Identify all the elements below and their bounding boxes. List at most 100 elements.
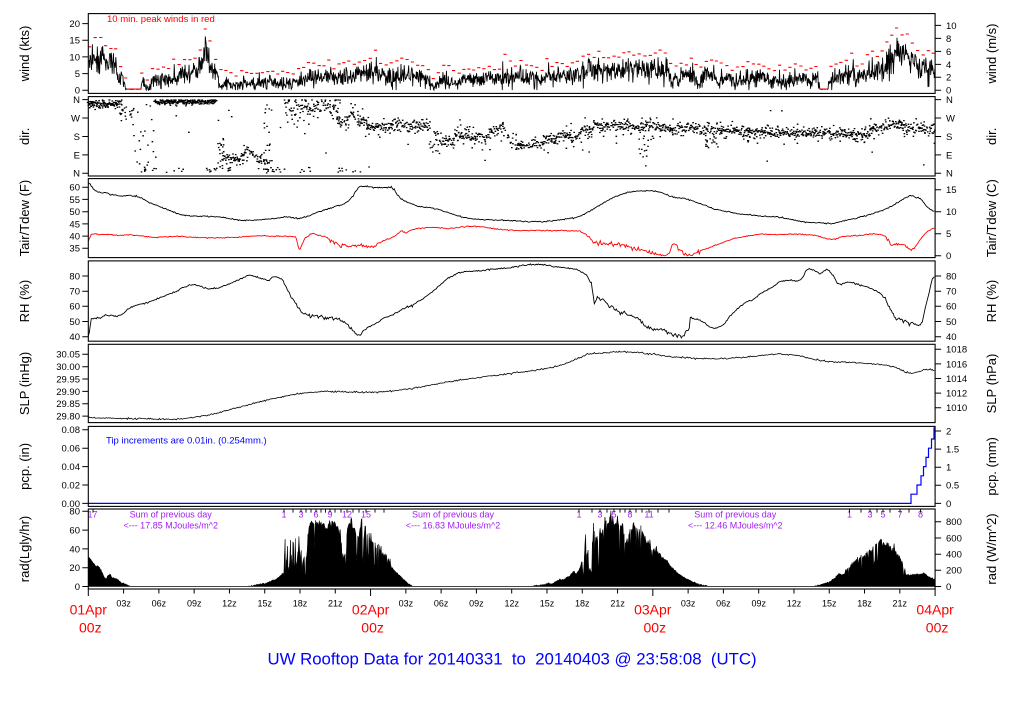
- svg-text:5: 5: [611, 509, 616, 519]
- svg-text:21z: 21z: [610, 599, 625, 609]
- svg-text:80: 80: [69, 507, 80, 518]
- svg-text:1014: 1014: [946, 374, 967, 385]
- svg-text:Sum of previous day: Sum of previous day: [694, 509, 777, 519]
- svg-text:wind (kts): wind (kts): [17, 26, 32, 83]
- svg-text:00z: 00z: [644, 620, 667, 636]
- svg-text:29.95: 29.95: [56, 374, 80, 385]
- svg-text:rad (W/m^2): rad (W/m^2): [984, 513, 999, 584]
- svg-text:dir.: dir.: [984, 128, 999, 145]
- svg-text:9: 9: [327, 509, 332, 519]
- svg-text:SLP (inHg): SLP (inHg): [17, 352, 32, 415]
- svg-text:0: 0: [75, 582, 80, 593]
- svg-text:200: 200: [946, 566, 962, 577]
- svg-text:10 min. peak winds in red: 10 min. peak winds in red: [107, 14, 215, 25]
- svg-text:00z: 00z: [926, 620, 949, 636]
- svg-text:E: E: [946, 150, 952, 161]
- svg-text:03Apr: 03Apr: [634, 602, 672, 618]
- svg-text:18z: 18z: [575, 599, 590, 609]
- svg-text:10: 10: [946, 207, 957, 218]
- svg-text:6: 6: [946, 47, 951, 58]
- svg-text:10: 10: [69, 52, 80, 63]
- svg-text:600: 600: [946, 533, 962, 544]
- svg-text:15: 15: [361, 509, 371, 519]
- svg-text:0.5: 0.5: [946, 481, 959, 492]
- svg-text:RH (%): RH (%): [984, 280, 999, 323]
- svg-text:SLP (hPa): SLP (hPa): [984, 354, 999, 414]
- svg-text:pcp. (mm): pcp. (mm): [984, 437, 999, 496]
- svg-text:S: S: [74, 132, 80, 143]
- svg-text:5: 5: [75, 69, 80, 80]
- svg-text:3: 3: [597, 509, 602, 519]
- svg-text:21z: 21z: [328, 599, 343, 609]
- svg-text:UW Rooftop Data for 20140331: UW Rooftop Data for 20140331 to 20140403…: [267, 650, 756, 669]
- svg-text:Tip increments are 0.01in. (0.: Tip increments are 0.01in. (0.254mm.): [106, 436, 267, 447]
- svg-text:45: 45: [69, 219, 80, 230]
- svg-text:N: N: [73, 95, 80, 106]
- svg-text:3: 3: [867, 509, 872, 519]
- svg-text:wind (m/s): wind (m/s): [984, 24, 999, 85]
- svg-text:1: 1: [946, 463, 951, 474]
- svg-text:N: N: [946, 95, 953, 106]
- svg-text:12: 12: [342, 509, 352, 519]
- svg-text:17: 17: [87, 509, 97, 519]
- svg-text:40: 40: [69, 232, 80, 243]
- svg-text:6: 6: [313, 509, 318, 519]
- svg-text:4: 4: [946, 60, 951, 71]
- svg-text:1: 1: [281, 509, 286, 519]
- svg-text:5: 5: [946, 229, 951, 240]
- svg-text:<--- 12.46 MJoules/m^2: <--- 12.46 MJoules/m^2: [688, 521, 783, 531]
- svg-text:1: 1: [847, 509, 852, 519]
- svg-text:00z: 00z: [79, 620, 102, 636]
- svg-text:0: 0: [946, 86, 951, 97]
- svg-text:04Apr: 04Apr: [916, 602, 954, 618]
- svg-text:0.00: 0.00: [62, 499, 81, 510]
- svg-text:0: 0: [946, 499, 951, 510]
- svg-text:1010: 1010: [946, 403, 967, 414]
- svg-text:5: 5: [880, 509, 885, 519]
- svg-text:18z: 18z: [293, 599, 308, 609]
- svg-text:80: 80: [69, 271, 80, 282]
- svg-text:10: 10: [946, 21, 957, 32]
- svg-text:1016: 1016: [946, 359, 967, 370]
- svg-text:Tair/Tdew (C): Tair/Tdew (C): [984, 179, 999, 257]
- svg-text:20: 20: [69, 563, 80, 574]
- svg-text:06z: 06z: [434, 599, 449, 609]
- svg-text:0.08: 0.08: [62, 425, 81, 436]
- svg-text:20: 20: [69, 19, 80, 30]
- svg-text:Sum of previous day: Sum of previous day: [412, 509, 495, 519]
- svg-text:09z: 09z: [751, 599, 766, 609]
- svg-text:pcp. (in): pcp. (in): [17, 443, 32, 490]
- svg-text:800: 800: [946, 517, 962, 528]
- svg-text:60: 60: [946, 302, 957, 313]
- svg-text:<--- 16.83 MJoules/m^2: <--- 16.83 MJoules/m^2: [406, 521, 501, 531]
- svg-text:70: 70: [946, 287, 957, 298]
- svg-text:1.5: 1.5: [946, 445, 959, 456]
- svg-text:2: 2: [946, 426, 951, 437]
- svg-text:29.90: 29.90: [56, 387, 80, 398]
- svg-text:11: 11: [644, 509, 653, 519]
- svg-text:12z: 12z: [222, 599, 237, 609]
- svg-text:15: 15: [69, 36, 80, 47]
- svg-text:50: 50: [69, 207, 80, 218]
- svg-text:1: 1: [576, 509, 581, 519]
- svg-text:01Apr: 01Apr: [70, 602, 108, 618]
- svg-text:dir.: dir.: [17, 128, 32, 145]
- svg-text:06z: 06z: [716, 599, 731, 609]
- svg-text:80: 80: [946, 271, 957, 282]
- svg-text:400: 400: [946, 550, 962, 561]
- svg-text:0.02: 0.02: [62, 480, 81, 491]
- svg-text:1012: 1012: [946, 389, 967, 400]
- svg-text:W: W: [946, 113, 955, 124]
- svg-text:N: N: [946, 169, 953, 180]
- svg-text:Tair/Tdew (F): Tair/Tdew (F): [17, 180, 32, 257]
- svg-text:30.00: 30.00: [56, 362, 80, 373]
- svg-text:2: 2: [946, 73, 951, 84]
- svg-text:12z: 12z: [504, 599, 519, 609]
- svg-text:rad(Lgly/hr): rad(Lgly/hr): [17, 516, 32, 582]
- svg-text:50: 50: [946, 317, 957, 328]
- svg-text:8: 8: [918, 509, 923, 519]
- svg-text:0.06: 0.06: [62, 444, 81, 455]
- svg-text:60: 60: [69, 302, 80, 313]
- svg-text:0: 0: [946, 582, 951, 593]
- svg-text:8: 8: [946, 34, 951, 45]
